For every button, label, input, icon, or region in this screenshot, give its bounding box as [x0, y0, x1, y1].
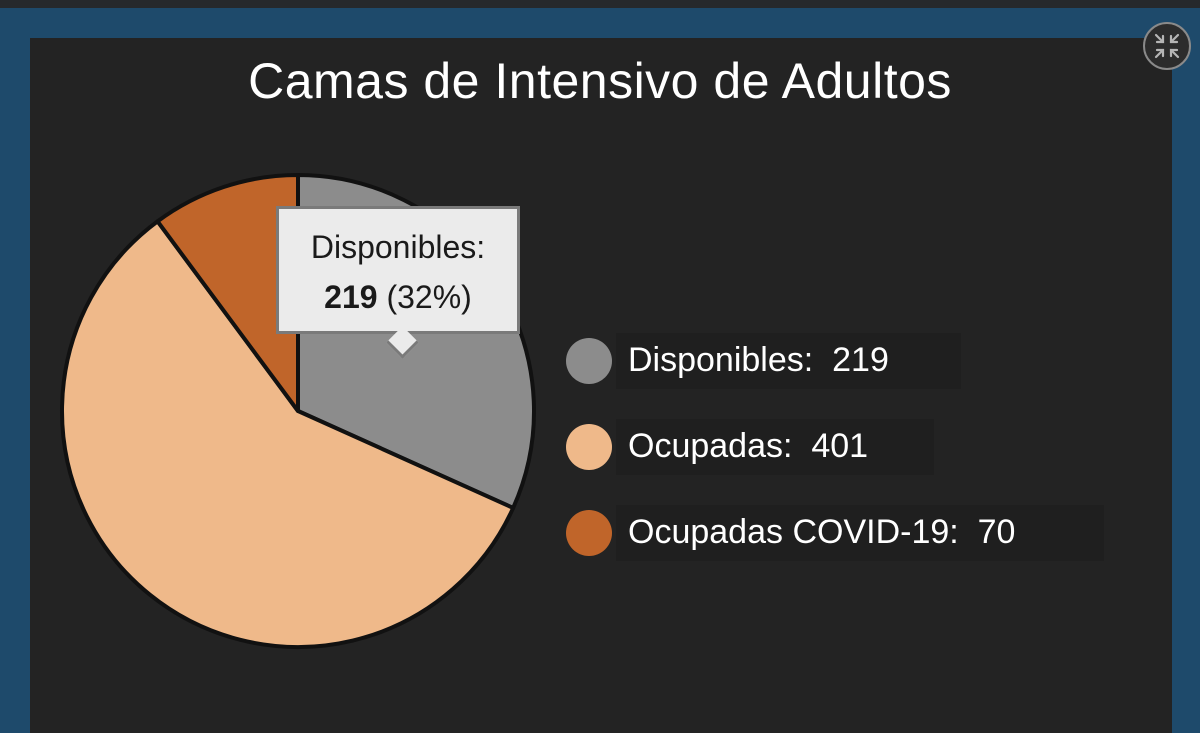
legend-label: Ocupadas COVID-19: — [628, 513, 959, 551]
legend-value: 219 — [832, 341, 889, 379]
legend-text: Disponibles: 219 — [628, 341, 889, 380]
legend-item-disponibles[interactable]: Disponibles: 219 — [566, 333, 966, 389]
tooltip-value: 219 (32%) — [279, 279, 517, 316]
legend-row-background — [616, 505, 1104, 561]
legend-item-ocupadas[interactable]: Ocupadas: 401 — [566, 419, 966, 475]
legend-swatch — [566, 338, 612, 384]
tooltip-percent: (32%) — [386, 279, 472, 315]
top-bar — [0, 0, 1200, 8]
legend-text: Ocupadas COVID-19: 70 — [628, 513, 1015, 552]
legend-row-background — [616, 419, 934, 475]
legend-value: 70 — [977, 513, 1016, 551]
collapse-button[interactable] — [1143, 22, 1191, 70]
pie-slice-ocupadas[interactable] — [60, 219, 516, 649]
slice-tooltip: Disponibles: 219 (32%) — [276, 206, 520, 359]
chart-title: Camas de Intensivo de Adultos — [248, 53, 952, 109]
legend-item-ocupadas-covid[interactable]: Ocupadas COVID-19: 70 — [566, 505, 1106, 561]
legend-label: Ocupadas: — [628, 427, 793, 465]
collapse-arrows-icon — [1154, 33, 1180, 59]
legend-swatch — [566, 510, 612, 556]
tooltip-count: 219 — [324, 279, 378, 315]
legend-row-background — [616, 333, 961, 389]
legend-label: Disponibles: — [628, 341, 814, 379]
legend-value: 401 — [811, 427, 869, 465]
tooltip-label: Disponibles: — [310, 229, 486, 265]
pie-slice-ocupadas-covid-19[interactable] — [155, 173, 300, 413]
legend-swatch — [566, 424, 612, 470]
legend-text: Ocupadas: 401 — [628, 427, 868, 466]
